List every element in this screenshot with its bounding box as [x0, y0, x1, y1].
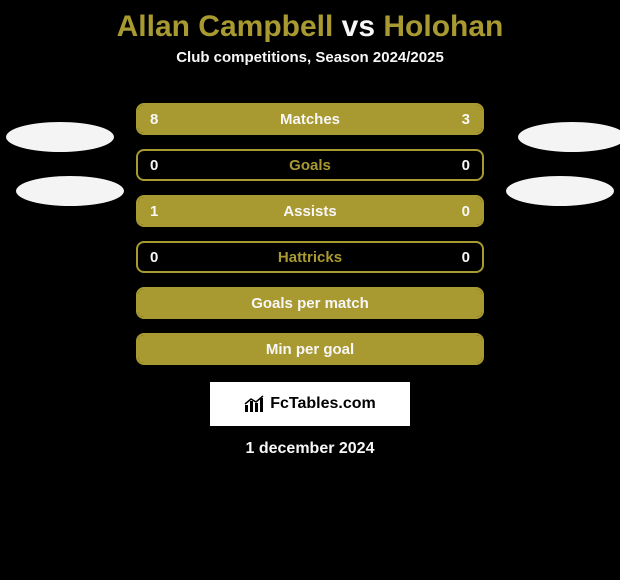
bar-value-left: 0 [150, 243, 158, 271]
bar-value-right: 0 [462, 243, 470, 271]
bar-value-right: 0 [462, 151, 470, 179]
bar-track: Min per goal [136, 333, 484, 365]
bar-value-right: 3 [462, 105, 470, 133]
bar-label: Matches [138, 105, 482, 133]
title-vs: vs [342, 10, 375, 43]
footer-badge: FcTables.com [210, 382, 410, 426]
bar-track: Goals0 0 [136, 149, 484, 181]
bar-value-left: 8 [150, 105, 158, 133]
bar-row: Goals per match [0, 280, 620, 326]
bar-label: Hattricks [138, 243, 482, 271]
chart-icon [244, 395, 266, 413]
player-ellipse [6, 122, 114, 152]
comparison-infographic: Allan Campbell vs Holohan Club competiti… [0, 0, 620, 580]
title-player2: Holohan [383, 10, 503, 43]
subtitle: Club competitions, Season 2024/2025 [0, 49, 620, 66]
bar-track: Goals per match [136, 287, 484, 319]
bar-row: Hattricks0 0 [0, 234, 620, 280]
player-ellipse [518, 122, 620, 152]
bar-row: Min per goal [0, 326, 620, 372]
bar-label: Assists [138, 197, 482, 225]
bar-track: Assists1 0 [136, 195, 484, 227]
bar-label: Goals [138, 151, 482, 179]
date-text: 1 december 2024 [0, 440, 620, 458]
bar-value-left: 1 [150, 197, 158, 225]
bar-value-right: 0 [462, 197, 470, 225]
bar-track: Matches8 3 [136, 103, 484, 135]
bar-value-left: 0 [150, 151, 158, 179]
title-player1: Allan Campbell [117, 10, 334, 43]
player-ellipse [16, 176, 124, 206]
footer-badge-text: FcTables.com [270, 395, 376, 413]
bar-label: Min per goal [138, 335, 482, 363]
player-ellipse [506, 176, 614, 206]
bar-track: Hattricks0 0 [136, 241, 484, 273]
bar-label: Goals per match [138, 289, 482, 317]
title: Allan Campbell vs Holohan [0, 0, 620, 49]
